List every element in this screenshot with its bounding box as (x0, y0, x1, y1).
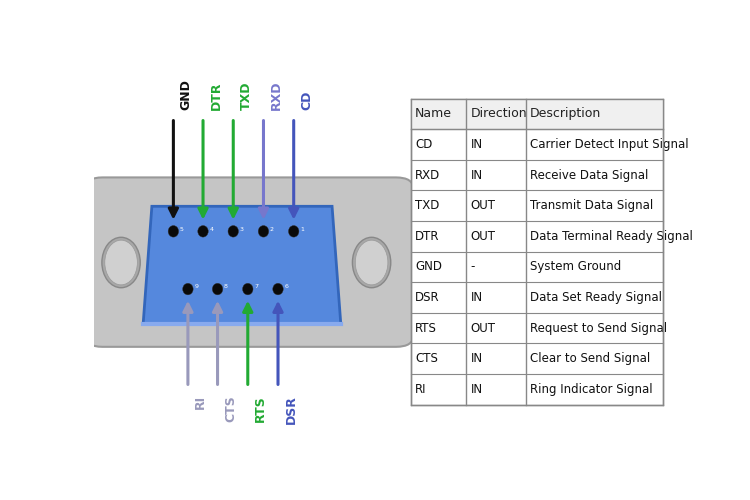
Text: 2: 2 (270, 226, 274, 232)
Text: 6: 6 (284, 284, 288, 290)
Text: RTS: RTS (254, 395, 267, 421)
Text: 5: 5 (180, 226, 184, 232)
Text: System Ground: System Ground (530, 260, 622, 274)
Text: RXD: RXD (270, 80, 283, 110)
Text: IN: IN (471, 168, 483, 181)
Polygon shape (143, 206, 340, 324)
Text: OUT: OUT (471, 199, 496, 212)
Text: IN: IN (471, 383, 483, 396)
Text: IN: IN (471, 291, 483, 304)
Text: DTR: DTR (209, 82, 223, 110)
Text: 9: 9 (194, 284, 198, 290)
Text: Ring Indicator Signal: Ring Indicator Signal (530, 383, 652, 396)
Text: CD: CD (300, 90, 313, 110)
Ellipse shape (198, 226, 208, 237)
Text: RTS: RTS (416, 322, 437, 334)
Ellipse shape (102, 238, 140, 288)
Text: RI: RI (194, 395, 207, 409)
Text: DTR: DTR (416, 230, 440, 242)
Text: GND: GND (416, 260, 442, 274)
FancyBboxPatch shape (85, 178, 413, 347)
Text: Carrier Detect Input Signal: Carrier Detect Input Signal (530, 138, 688, 151)
Text: -: - (471, 260, 476, 274)
Ellipse shape (105, 240, 137, 285)
Ellipse shape (258, 226, 268, 237)
Ellipse shape (242, 284, 253, 295)
Text: 1: 1 (300, 226, 304, 232)
Text: DSR: DSR (416, 291, 440, 304)
Text: Transmit Data Signal: Transmit Data Signal (530, 199, 653, 212)
Text: RXD: RXD (416, 168, 440, 181)
Text: GND: GND (180, 79, 193, 110)
Text: IN: IN (471, 352, 483, 365)
Ellipse shape (183, 284, 194, 295)
Text: Name: Name (416, 108, 452, 120)
Ellipse shape (289, 226, 299, 237)
Text: Data Terminal Ready Signal: Data Terminal Ready Signal (530, 230, 693, 242)
Text: RI: RI (416, 383, 427, 396)
Bar (410, 98, 663, 405)
Ellipse shape (356, 240, 388, 285)
Ellipse shape (168, 226, 178, 237)
Ellipse shape (352, 238, 391, 288)
Ellipse shape (228, 226, 238, 237)
Text: Direction: Direction (471, 108, 527, 120)
Ellipse shape (212, 284, 223, 295)
Text: 8: 8 (224, 284, 228, 290)
Bar (410, 98, 663, 129)
Text: Description: Description (530, 108, 602, 120)
Text: Request to Send Signal: Request to Send Signal (530, 322, 668, 334)
Text: OUT: OUT (471, 230, 496, 242)
Text: CD: CD (416, 138, 433, 151)
Text: DSR: DSR (284, 395, 298, 424)
Ellipse shape (273, 284, 284, 295)
Text: 7: 7 (254, 284, 258, 290)
Text: Receive Data Signal: Receive Data Signal (530, 168, 649, 181)
Text: 4: 4 (209, 226, 213, 232)
Text: OUT: OUT (471, 322, 496, 334)
Text: CTS: CTS (224, 395, 237, 421)
Text: TXD: TXD (240, 82, 253, 110)
Text: IN: IN (471, 138, 483, 151)
Text: Data Set Ready Signal: Data Set Ready Signal (530, 291, 662, 304)
Text: TXD: TXD (416, 199, 440, 212)
Text: CTS: CTS (416, 352, 438, 365)
Text: Clear to Send Signal: Clear to Send Signal (530, 352, 650, 365)
Text: 3: 3 (239, 226, 244, 232)
